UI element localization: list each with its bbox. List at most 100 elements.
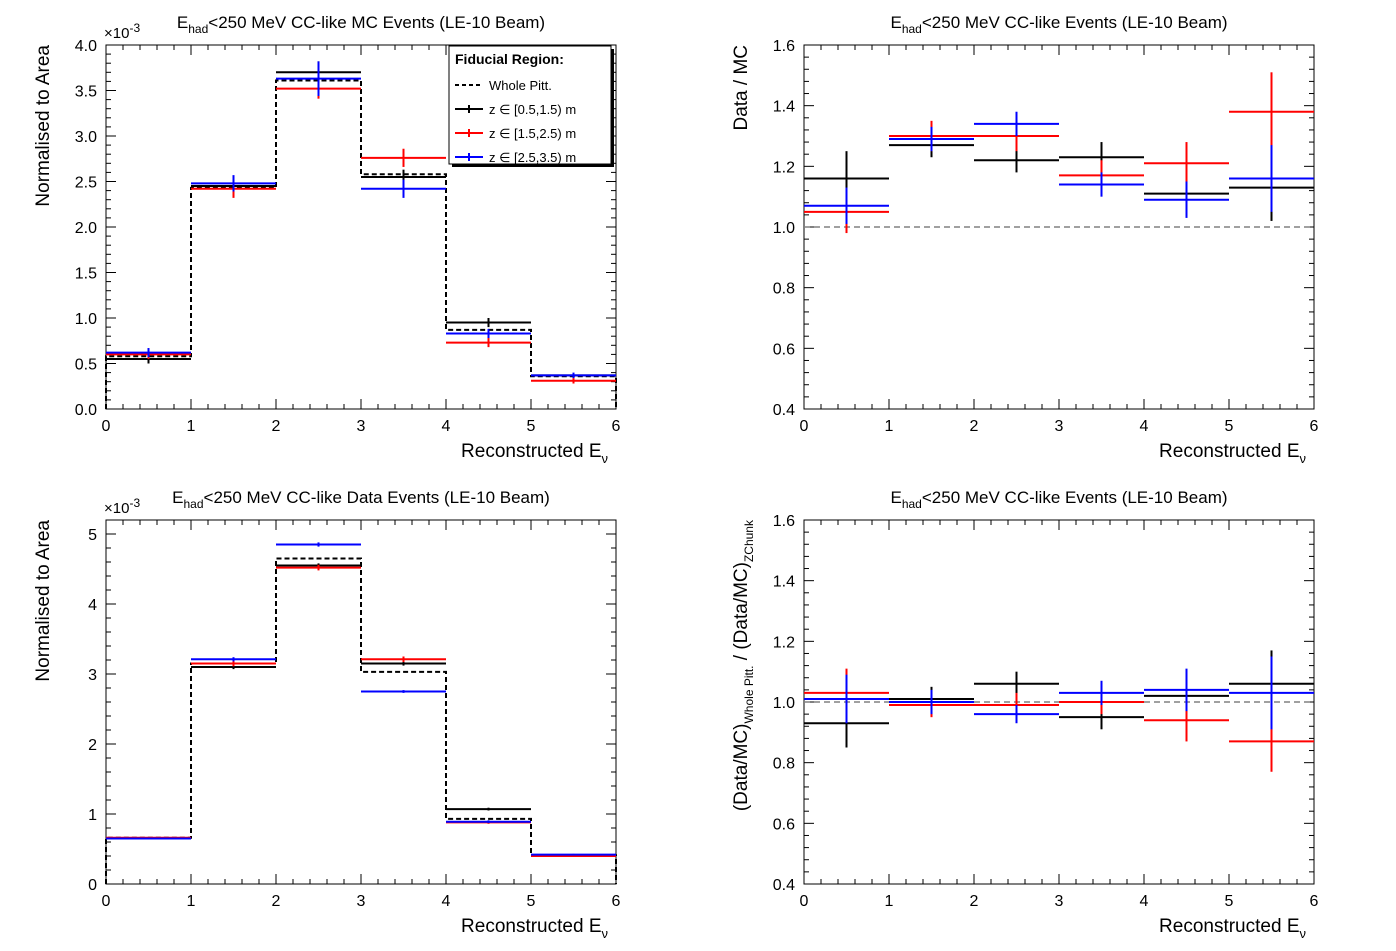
y-tick-label: 0.4 bbox=[773, 877, 795, 894]
x-axis-label: Reconstructed Eν bbox=[461, 916, 608, 941]
x-tick-label: 3 bbox=[357, 418, 366, 435]
title-text: E bbox=[177, 13, 188, 32]
panel-title: Ehad<250 MeV CC-like MC Events (LE-10 Be… bbox=[177, 13, 545, 36]
x-tick-label: 5 bbox=[527, 893, 536, 910]
panel-2: 0 1 2 3 4 5 6 0.4 0.6 0.8 1.0 1.2 1.4 1.6 Ehad<250 MeV… bbox=[731, 13, 1319, 466]
y-tick-label: 1.0 bbox=[773, 695, 795, 712]
y-tick-label: 1.4 bbox=[773, 574, 795, 591]
legend-entry-label: Whole Pitt. bbox=[489, 78, 552, 93]
y-tick-label: 1.0 bbox=[75, 311, 97, 328]
y-axis-label-subscript: ZChunk bbox=[742, 519, 756, 562]
panel-3: 0 1 2 3 4 5 6 0 1 2 3 4 5 ×10-3 Ehad<250 MeV CC-like D… bbox=[33, 488, 621, 941]
exponent-power: -3 bbox=[129, 21, 140, 35]
y-scale-exponent: ×10-3 bbox=[104, 496, 140, 517]
title-text: <250 MeV CC-like MC Events (LE-10 Beam) bbox=[208, 13, 545, 32]
y-tick-label: 0.0 bbox=[75, 402, 97, 419]
x-tick-label: 0 bbox=[800, 418, 809, 435]
y-tick-label: 1 bbox=[88, 807, 97, 824]
legend-entry-label: z ∈ [2.5,3.5) m bbox=[489, 150, 576, 165]
y-tick-label: 5 bbox=[88, 527, 97, 544]
panel-4: 0 1 2 3 4 5 6 0.4 0.6 0.8 1.0 1.2 1.4 1.6 Ehad<250 MeV… bbox=[731, 488, 1319, 941]
whole-pitt-step-line bbox=[105, 79, 617, 409]
y-tick-label: 0.6 bbox=[773, 816, 795, 833]
x-tick-label: 3 bbox=[1055, 418, 1064, 435]
x-tick-label: 1 bbox=[187, 418, 196, 435]
y-axis-label: Data / MC bbox=[731, 45, 752, 131]
x-tick-label: 3 bbox=[357, 893, 366, 910]
y-tick-label: 3.0 bbox=[75, 129, 97, 146]
panel-title: Ehad<250 MeV CC-like Events (LE-10 Beam) bbox=[890, 488, 1227, 511]
y-tick-label: 4.0 bbox=[75, 38, 97, 55]
panel-title: Ehad<250 MeV CC-like Events (LE-10 Beam) bbox=[890, 13, 1227, 36]
title-text: E bbox=[890, 488, 901, 507]
y-tick-label: 2 bbox=[88, 737, 97, 754]
y-tick-label: 0.6 bbox=[773, 341, 795, 358]
y-axis-label-subscript: Whole Pitt. bbox=[742, 665, 756, 723]
x-tick-label: 4 bbox=[1140, 418, 1149, 435]
x-axis-label-text: Reconstructed E bbox=[461, 916, 601, 937]
x-axis-label-text: Reconstructed E bbox=[461, 441, 601, 462]
title-subscript: had bbox=[902, 497, 922, 511]
y-tick-label: 1.0 bbox=[773, 220, 795, 237]
x-tick-label: 2 bbox=[272, 893, 281, 910]
y-axis-label-text: / (Data/MC) bbox=[731, 562, 752, 665]
title-text: <250 MeV CC-like Data Events (LE-10 Beam… bbox=[204, 488, 550, 507]
y-axis-label: Normalised to Area bbox=[33, 520, 54, 682]
x-tick-label: 1 bbox=[885, 418, 894, 435]
x-tick-label: 3 bbox=[1055, 893, 1064, 910]
x-tick-label: 6 bbox=[1310, 418, 1319, 435]
y-tick-label: 1.2 bbox=[773, 634, 795, 651]
x-tick-label: 6 bbox=[612, 418, 621, 435]
x-axis-label-text: Reconstructed E bbox=[1159, 916, 1299, 937]
legend-title: Fiducial Region: bbox=[455, 51, 564, 67]
y-axis-label: (Data/MC)Whole Pitt. / (Data/MC)ZChunk bbox=[731, 519, 756, 811]
x-axis-label-subscript: ν bbox=[602, 926, 609, 941]
x-tick-label: 0 bbox=[102, 418, 111, 435]
x-tick-label: 1 bbox=[187, 893, 196, 910]
x-axis-label-subscript: ν bbox=[1300, 926, 1307, 941]
x-tick-label: 6 bbox=[612, 893, 621, 910]
y-tick-label: 0 bbox=[88, 877, 97, 894]
y-tick-label: 0.4 bbox=[773, 402, 795, 419]
x-tick-label: 2 bbox=[970, 418, 979, 435]
x-axis-label-subscript: ν bbox=[1300, 451, 1307, 466]
y-tick-label: 3.5 bbox=[75, 84, 97, 101]
whole-pitt-step-line bbox=[105, 557, 617, 884]
y-tick-label: 2.5 bbox=[75, 175, 97, 192]
x-axis-label: Reconstructed Eν bbox=[1159, 441, 1306, 466]
exponent-base: ×10 bbox=[104, 25, 129, 42]
exponent-power: -3 bbox=[129, 496, 140, 510]
y-tick-label: 3 bbox=[88, 667, 97, 684]
y-tick-label: 2.0 bbox=[75, 220, 97, 237]
x-tick-label: 2 bbox=[272, 418, 281, 435]
legend-entry-label: z ∈ [0.5,1.5) m bbox=[489, 102, 576, 117]
x-tick-label: 5 bbox=[527, 418, 536, 435]
y-axis-label: Normalised to Area bbox=[33, 45, 54, 207]
y-tick-label: 4 bbox=[88, 597, 97, 614]
panel-title: Ehad<250 MeV CC-like Data Events (LE-10 … bbox=[172, 488, 550, 511]
x-axis-label: Reconstructed Eν bbox=[461, 441, 608, 466]
x-tick-label: 2 bbox=[970, 893, 979, 910]
title-text: <250 MeV CC-like Events (LE-10 Beam) bbox=[922, 488, 1228, 507]
title-subscript: had bbox=[188, 22, 208, 36]
legend-box bbox=[448, 45, 612, 165]
y-axis-label-text: (Data/MC) bbox=[731, 724, 752, 812]
y-scale-exponent: ×10-3 bbox=[104, 21, 140, 42]
title-text: E bbox=[172, 488, 183, 507]
y-tick-label: 1.2 bbox=[773, 159, 795, 176]
exponent-base: ×10 bbox=[104, 500, 129, 517]
legend-entry-label: z ∈ [1.5,2.5) m bbox=[489, 126, 576, 141]
x-tick-label: 0 bbox=[800, 893, 809, 910]
x-tick-label: 5 bbox=[1225, 893, 1234, 910]
title-text: E bbox=[890, 13, 901, 32]
title-subscript: had bbox=[184, 497, 204, 511]
panel-1: 0 1 2 3 4 5 6 0.0 0.5 1.0 1.5 2.0 2.5 3.0 3.5 4.0 ×10-3 E… bbox=[33, 13, 621, 466]
x-tick-label: 4 bbox=[442, 418, 451, 435]
x-axis-label-text: Reconstructed E bbox=[1159, 441, 1299, 462]
title-subscript: had bbox=[902, 22, 922, 36]
y-tick-label: 1.5 bbox=[75, 266, 97, 283]
y-tick-label: 0.5 bbox=[75, 357, 97, 374]
y-tick-label: 1.6 bbox=[773, 513, 795, 530]
y-tick-label: 0.8 bbox=[773, 756, 795, 773]
y-tick-label: 1.4 bbox=[773, 99, 795, 116]
